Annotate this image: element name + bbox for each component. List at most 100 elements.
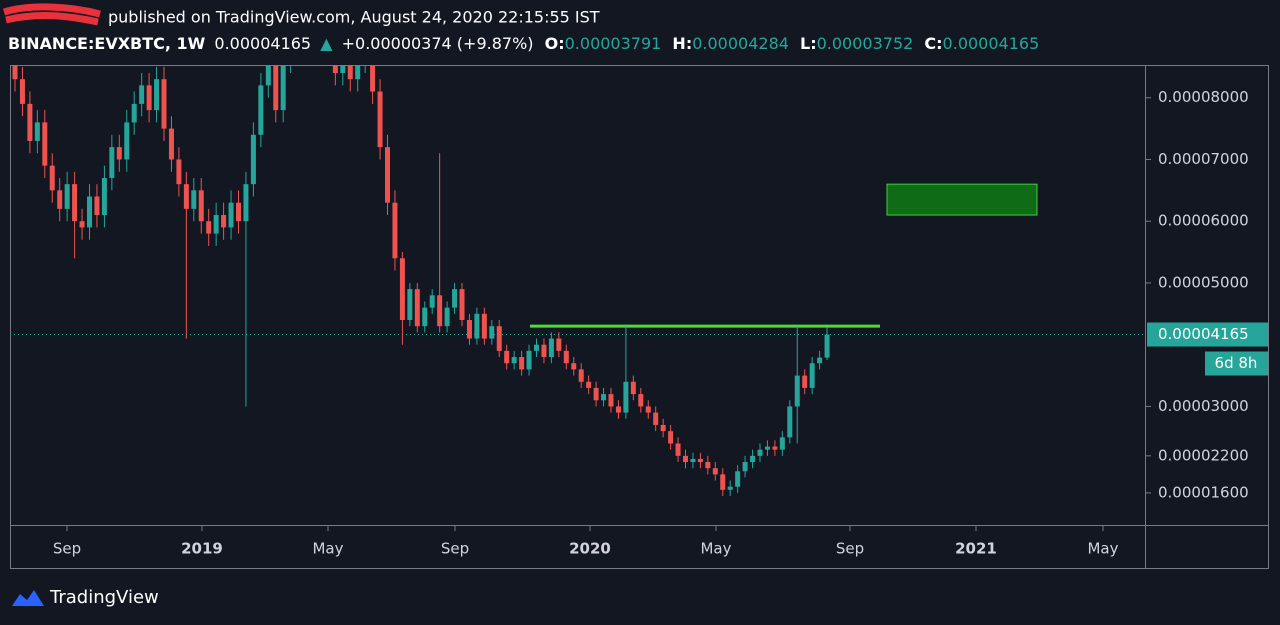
candle-body	[630, 381, 636, 395]
candle-body	[593, 387, 599, 401]
candle-body	[385, 147, 390, 203]
candle-body	[407, 289, 413, 321]
candle-body	[429, 295, 435, 308]
candle-body	[824, 334, 830, 358]
candle-body	[541, 344, 547, 358]
candle-body	[168, 128, 174, 160]
frame	[10, 65, 1269, 569]
x-tick-label: Sep	[441, 540, 469, 558]
candle-body	[675, 443, 681, 456]
candle-body	[444, 307, 450, 327]
candle-body	[601, 394, 607, 401]
candle-body	[548, 338, 554, 358]
c-label: C:	[924, 34, 942, 53]
candle-body	[72, 184, 78, 222]
candle-body	[332, 65, 338, 74]
l-label: L:	[800, 34, 817, 53]
candle-body	[87, 196, 92, 228]
o-label: O:	[545, 34, 565, 53]
x-tick-label: Sep	[836, 540, 864, 558]
candle-body	[526, 350, 532, 370]
candle-body	[258, 85, 264, 135]
h: 0.00004284	[692, 34, 789, 53]
candle-body	[623, 381, 629, 413]
last-price-label: 0.00004165	[1158, 325, 1249, 343]
candle-body	[683, 455, 688, 463]
candle-body	[146, 85, 152, 111]
candle-body	[57, 190, 63, 209]
candle-body	[377, 91, 383, 148]
candle-body	[757, 449, 763, 456]
target-zone	[886, 183, 1038, 216]
c: 0.00004165	[943, 34, 1040, 53]
candle-body	[452, 289, 458, 308]
l: 0.00003752	[817, 34, 914, 53]
candle-body	[608, 394, 614, 407]
candle-body	[198, 190, 204, 222]
candle-body	[94, 196, 100, 216]
candle-body	[802, 375, 808, 388]
candle-body	[42, 122, 48, 166]
candle-body	[794, 375, 800, 407]
candle-body	[563, 350, 569, 364]
candle-body	[660, 424, 666, 432]
candle-body	[161, 79, 167, 129]
o: 0.00003791	[565, 34, 662, 53]
candle-body	[64, 184, 70, 209]
candle-body	[347, 65, 353, 80]
candle-body	[504, 350, 510, 364]
candle-body	[489, 326, 495, 339]
last-price-box	[1147, 322, 1268, 347]
x-tick-label: May	[700, 540, 731, 558]
candle-body	[101, 177, 107, 216]
candle-body	[19, 79, 25, 104]
candle-body	[280, 65, 286, 111]
candle-body	[519, 357, 525, 370]
candle-body	[414, 289, 420, 327]
candle-body	[496, 326, 502, 351]
y-tick-label: 0.00007000	[1158, 150, 1249, 168]
candle-body	[459, 289, 465, 321]
logo-icon	[12, 590, 44, 606]
candle-body	[116, 147, 122, 160]
candle-body	[12, 65, 18, 80]
candle-body	[817, 357, 823, 364]
candle-body	[265, 65, 271, 86]
y-tick-label: 0.00003000	[1158, 397, 1249, 415]
candle-body	[534, 344, 539, 351]
candle-body	[250, 134, 256, 185]
candle-body	[273, 65, 279, 111]
y-tick-label: 0.00001600	[1158, 483, 1249, 501]
candle-body	[511, 357, 517, 364]
candle-body	[653, 412, 659, 425]
candle-body	[578, 369, 584, 382]
candle-body	[139, 85, 145, 104]
redaction	[2, 3, 101, 26]
candle-body	[27, 103, 33, 141]
candle-body	[586, 381, 592, 388]
candle-body	[206, 221, 212, 234]
candle-body	[243, 184, 249, 222]
candle-body	[764, 446, 770, 450]
x-tick-label: 2019	[181, 540, 223, 558]
candle-body	[131, 103, 137, 123]
candle-body	[645, 406, 651, 413]
candle-body	[690, 458, 696, 463]
candle-body	[355, 65, 361, 80]
candle-body	[556, 338, 562, 351]
candle-body	[422, 307, 428, 327]
candle-body	[228, 202, 234, 228]
candle-body	[615, 406, 621, 413]
candle-body	[236, 202, 241, 222]
candle-body	[340, 65, 346, 74]
candle-body	[437, 295, 443, 327]
candle-body	[183, 184, 189, 209]
candle-body	[79, 221, 85, 228]
candle-body	[49, 165, 55, 191]
countdown: 6d 8h	[1215, 354, 1258, 372]
candle-body	[154, 79, 160, 111]
candle-body	[370, 65, 376, 92]
candle-body	[668, 431, 674, 444]
candle-body	[399, 258, 405, 321]
